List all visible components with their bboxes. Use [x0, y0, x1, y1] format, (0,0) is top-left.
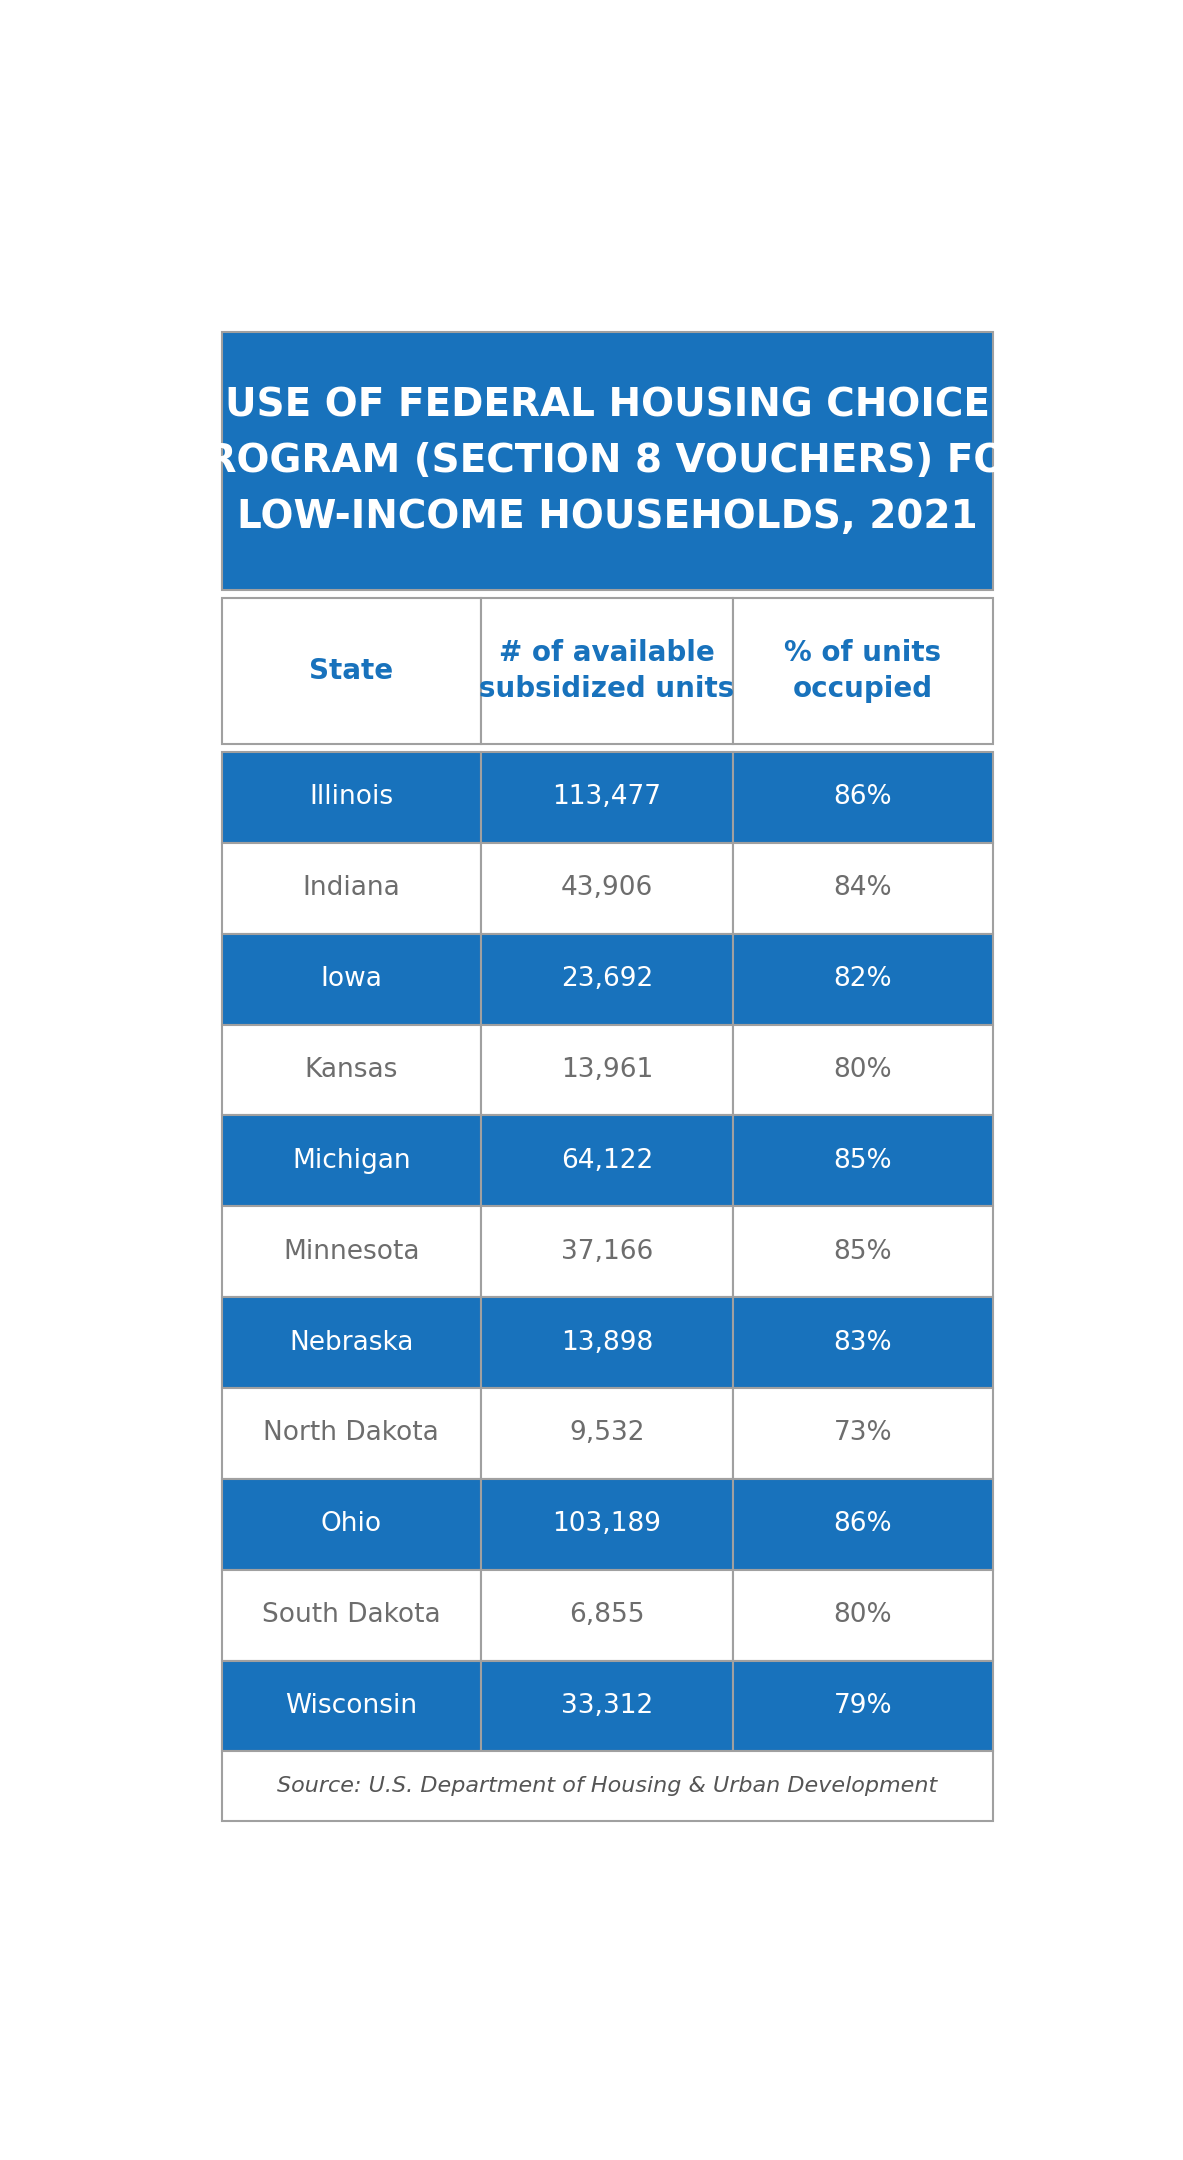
Bar [733, 1480, 993, 1570]
Bar [221, 1115, 481, 1205]
Text: Iowa: Iowa [321, 966, 382, 991]
Text: Source: U.S. Department of Housing & Urban Development: Source: U.S. Department of Housing & Urb… [277, 1776, 937, 1797]
Text: # of available
subsidized units: # of available subsidized units [479, 639, 735, 702]
Text: 85%: 85% [834, 1147, 892, 1173]
Bar [221, 333, 993, 590]
Text: 64,122: 64,122 [561, 1147, 653, 1173]
Text: 6,855: 6,855 [569, 1603, 645, 1629]
Text: 13,898: 13,898 [561, 1331, 653, 1356]
Bar [221, 1480, 481, 1570]
Text: % of units
occupied: % of units occupied [784, 639, 942, 702]
Bar [221, 1570, 481, 1661]
Bar [733, 933, 993, 1024]
Text: 37,166: 37,166 [561, 1238, 653, 1266]
Text: 85%: 85% [834, 1238, 892, 1266]
Text: 80%: 80% [834, 1056, 892, 1082]
Bar [481, 1024, 733, 1115]
Bar [481, 1205, 733, 1298]
Bar [733, 1298, 993, 1389]
Text: 79%: 79% [834, 1693, 892, 1719]
Bar [221, 1389, 481, 1480]
Bar [733, 1661, 993, 1752]
Text: 9,532: 9,532 [569, 1421, 645, 1447]
Bar [221, 1661, 481, 1752]
Bar [733, 1024, 993, 1115]
Bar [733, 1205, 993, 1298]
Text: 86%: 86% [834, 784, 892, 810]
Bar [221, 752, 481, 842]
Text: Wisconsin: Wisconsin [285, 1693, 418, 1719]
Bar [733, 1389, 993, 1480]
Bar [221, 842, 481, 933]
Bar [733, 1115, 993, 1205]
Bar [481, 1389, 733, 1480]
Text: 73%: 73% [834, 1421, 892, 1447]
Bar [481, 933, 733, 1024]
Bar [221, 1205, 481, 1298]
Text: 83%: 83% [834, 1331, 892, 1356]
Bar [481, 1115, 733, 1205]
Text: Indiana: Indiana [303, 875, 400, 901]
Text: State: State [309, 657, 394, 685]
Bar [221, 598, 481, 745]
Text: 113,477: 113,477 [552, 784, 661, 810]
Bar [221, 1298, 481, 1389]
Bar [733, 752, 993, 842]
Text: 82%: 82% [834, 966, 892, 991]
Bar [733, 598, 993, 745]
Text: North Dakota: North Dakota [264, 1421, 439, 1447]
Bar [221, 933, 481, 1024]
Text: 13,961: 13,961 [561, 1056, 653, 1082]
Bar [481, 1480, 733, 1570]
Text: 23,692: 23,692 [561, 966, 653, 991]
Bar [481, 752, 733, 842]
Text: Minnesota: Minnesota [283, 1238, 420, 1266]
Text: USE OF FEDERAL HOUSING CHOICE
PROGRAM (SECTION 8 VOUCHERS) FOR
LOW-INCOME HOUSEH: USE OF FEDERAL HOUSING CHOICE PROGRAM (S… [177, 387, 1036, 536]
Bar [481, 1570, 733, 1661]
Text: 86%: 86% [834, 1512, 892, 1538]
Bar [221, 1024, 481, 1115]
Text: 33,312: 33,312 [561, 1693, 653, 1719]
Text: Illinois: Illinois [309, 784, 394, 810]
Text: Michigan: Michigan [292, 1147, 411, 1173]
Bar [733, 842, 993, 933]
Text: Kansas: Kansas [305, 1056, 397, 1082]
Bar [221, 1752, 993, 1821]
Text: Nebraska: Nebraska [289, 1331, 414, 1356]
Text: 84%: 84% [834, 875, 892, 901]
Bar [481, 1661, 733, 1752]
Bar [481, 842, 733, 933]
Bar [481, 598, 733, 745]
Text: South Dakota: South Dakota [261, 1603, 440, 1629]
Bar [733, 1570, 993, 1661]
Bar [481, 1298, 733, 1389]
Text: 43,906: 43,906 [561, 875, 653, 901]
Text: Ohio: Ohio [321, 1512, 382, 1538]
Text: 80%: 80% [834, 1603, 892, 1629]
Text: 103,189: 103,189 [552, 1512, 661, 1538]
